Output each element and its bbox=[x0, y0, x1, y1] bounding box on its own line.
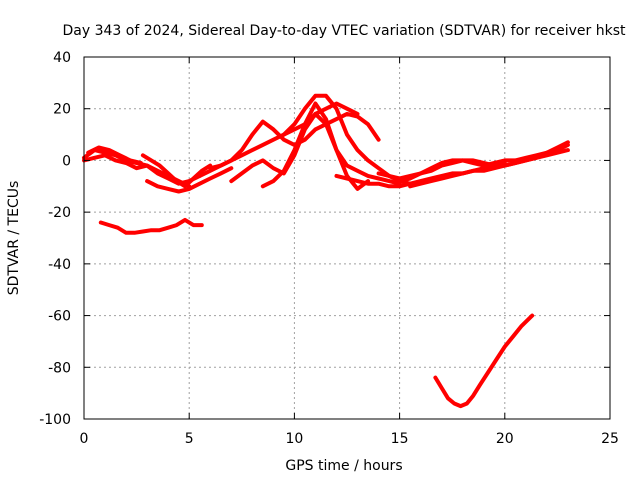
y-tick-label: -80 bbox=[48, 360, 71, 376]
series-track-e bbox=[145, 166, 234, 194]
y-tick-label: 20 bbox=[53, 102, 71, 118]
axis-ticks bbox=[83, 56, 611, 420]
x-axis-label: GPS time / hours bbox=[285, 458, 402, 474]
y-axis-label: SDTVAR / TECUs bbox=[6, 181, 22, 296]
series-track-n bbox=[397, 142, 570, 184]
y-tick-label: 0 bbox=[62, 153, 71, 169]
grid bbox=[84, 57, 610, 419]
series-group bbox=[82, 93, 570, 409]
y-tick-label: -40 bbox=[48, 257, 71, 273]
x-tick-label: 25 bbox=[601, 431, 619, 447]
series-track-m bbox=[376, 140, 570, 181]
x-tick-label: 20 bbox=[496, 431, 514, 447]
chart-title: Day 343 of 2024, Sidereal Day-to-day VTE… bbox=[63, 23, 626, 39]
series-track-c bbox=[86, 145, 143, 165]
y-tick-label: -100 bbox=[39, 412, 71, 428]
series-track-f bbox=[98, 217, 204, 235]
x-tick-label: 10 bbox=[285, 431, 303, 447]
series-track-o bbox=[408, 161, 507, 189]
series-track-d bbox=[140, 153, 213, 189]
tick-labels: 0 5 10 15 20 25 -100 -80 -60 -40 -20 0 20 40 bbox=[39, 50, 619, 447]
series-track-i bbox=[229, 111, 402, 186]
plot-frame bbox=[83, 56, 611, 420]
y-tick-label: 40 bbox=[53, 50, 71, 66]
y-tick-label: -60 bbox=[48, 309, 71, 325]
y-tick-label: -20 bbox=[48, 205, 71, 221]
series-track-p bbox=[433, 313, 535, 409]
x-tick-label: 5 bbox=[185, 431, 194, 447]
series-track-b bbox=[82, 153, 202, 186]
x-tick-label: 0 bbox=[80, 431, 89, 447]
x-tick-label: 15 bbox=[391, 431, 409, 447]
